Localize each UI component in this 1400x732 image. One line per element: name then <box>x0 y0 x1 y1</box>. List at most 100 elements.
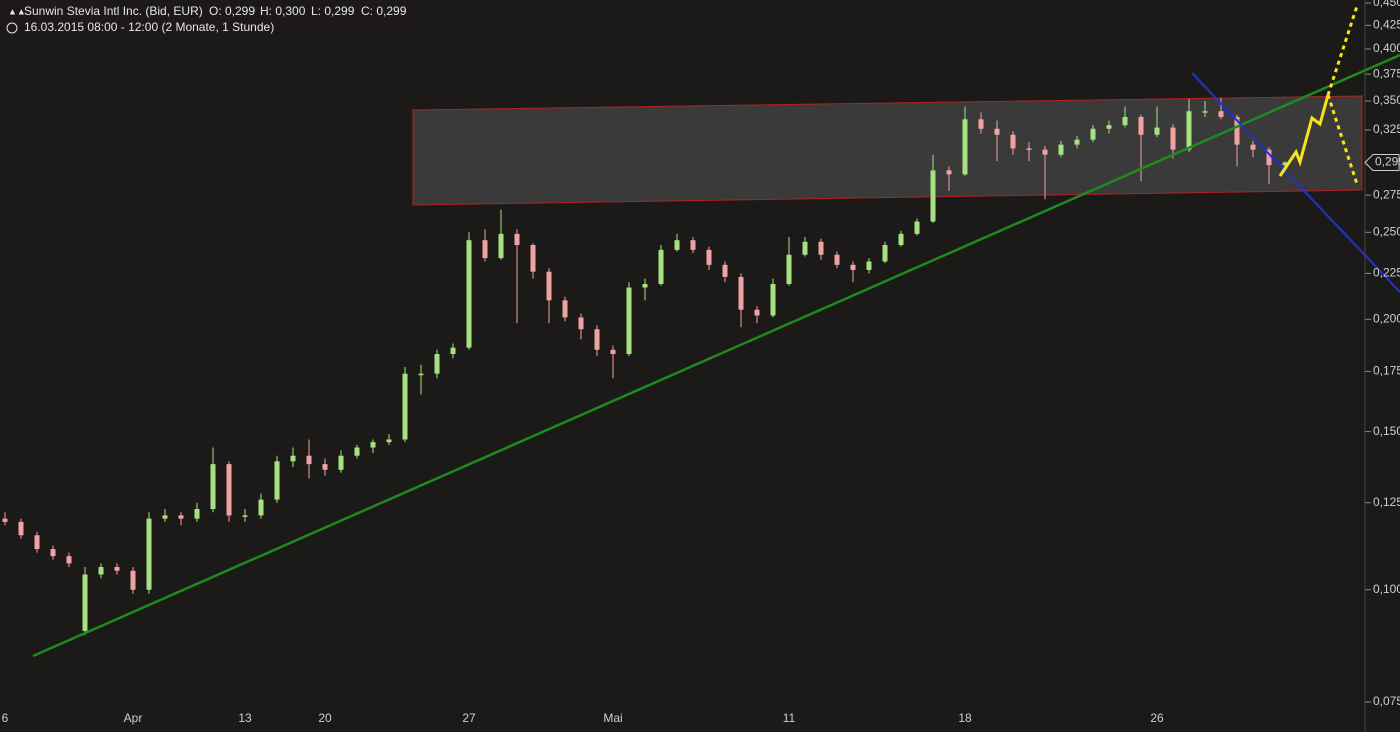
candle-body <box>626 287 632 355</box>
candle-body <box>1202 111 1208 113</box>
candle-body <box>562 300 568 318</box>
candle-body <box>1106 125 1112 129</box>
candle-body <box>354 447 360 456</box>
candle-body <box>146 518 152 590</box>
symbol-icon: ▲▲ <box>8 6 26 16</box>
candle-body <box>1042 149 1048 155</box>
candle-body <box>1186 111 1192 150</box>
y-tick-label: 0,175 <box>1373 364 1400 378</box>
candle-body <box>82 574 88 631</box>
candle-body <box>1218 111 1224 117</box>
candle-body <box>1250 144 1256 150</box>
y-tick-label: 0,200 <box>1373 312 1400 326</box>
candle-body <box>418 373 424 376</box>
candle-body <box>226 464 232 516</box>
trend-line-resistance <box>1191 72 1400 293</box>
y-tick-label: 0,225 <box>1373 266 1400 280</box>
candle-body <box>482 240 488 259</box>
candle-body <box>194 509 200 519</box>
candle-body <box>866 261 872 270</box>
candle-body <box>978 119 984 129</box>
candle-body <box>242 515 248 517</box>
candle-body <box>370 442 376 448</box>
candle-body <box>66 556 72 564</box>
x-tick-label: 13 <box>238 711 252 725</box>
y-tick-label: 0,150 <box>1373 424 1400 438</box>
candle-body <box>34 535 40 550</box>
chart-title: Sunwin Stevia Intl Inc. (Bid, EUR) <box>24 4 203 18</box>
last-price-label: 0,299 <box>1375 155 1400 169</box>
candle-body <box>162 515 168 519</box>
candle-body <box>306 455 312 465</box>
candle-body <box>930 170 936 222</box>
candle-body <box>946 170 952 175</box>
candle-body <box>530 244 536 272</box>
candle-body <box>498 233 504 259</box>
y-tick-label: 0,125 <box>1373 495 1400 509</box>
candle-body <box>818 241 824 255</box>
candle-body <box>834 254 840 265</box>
candle-body <box>914 221 920 234</box>
candle-body <box>50 549 56 557</box>
x-tick-label: 20 <box>318 711 332 725</box>
candle-body <box>610 349 616 355</box>
candle-body <box>1138 116 1144 135</box>
candle-body <box>706 249 712 265</box>
y-tick-label: 0,325 <box>1373 122 1400 136</box>
candle-body <box>1058 144 1064 155</box>
y-tick-label: 0,075 <box>1373 694 1400 708</box>
candle-body <box>386 439 392 443</box>
candles <box>2 97 1288 636</box>
candle-body <box>1090 128 1096 140</box>
y-tick-label: 0,350 <box>1373 93 1400 107</box>
candle-body <box>1282 162 1288 166</box>
candle-body <box>402 373 408 440</box>
candle-body <box>210 464 216 510</box>
x-tick-label: 6 <box>2 711 9 725</box>
candle-body <box>1234 116 1240 145</box>
last-price-tag <box>1364 153 1400 171</box>
candle-body <box>450 347 456 355</box>
candle-body <box>770 283 776 316</box>
trend-line-support <box>32 53 1400 658</box>
candle-body <box>466 240 472 348</box>
clock-icon <box>6 22 18 34</box>
candle-body <box>98 567 104 575</box>
candle-body <box>322 464 328 470</box>
y-tick-label: 0,400 <box>1373 41 1400 55</box>
candle-body <box>850 264 856 270</box>
candle-body <box>802 241 808 255</box>
forecast-path <box>1278 94 1330 177</box>
y-tick-label: 0,450 <box>1373 0 1400 9</box>
candle-body <box>514 233 520 245</box>
candle-body <box>434 354 440 374</box>
quote-low: L: 0,299 <box>311 4 355 18</box>
candle-body <box>578 317 584 330</box>
x-tick-label: 11 <box>783 711 796 725</box>
x-tick-label: Mai <box>603 711 622 725</box>
candle-body <box>18 521 24 536</box>
candle-body <box>1026 148 1032 150</box>
candle-body <box>754 309 760 316</box>
x-tick-label: 18 <box>958 711 972 725</box>
candle-body <box>962 119 968 175</box>
candle-body <box>1074 139 1080 145</box>
candle-body <box>786 254 792 284</box>
y-tick-label: 0,425 <box>1373 17 1400 31</box>
x-tick-label: Apr <box>124 711 143 725</box>
candle-body <box>722 264 728 277</box>
y-tick-label: 0,250 <box>1373 224 1400 238</box>
candle-body <box>674 240 680 250</box>
quote-open: O: 0,299 <box>209 4 255 18</box>
candle-body <box>1010 134 1016 149</box>
candle-body <box>738 276 744 310</box>
candle-body <box>594 329 600 350</box>
candle-body <box>290 455 296 462</box>
y-tick-label: 0,100 <box>1373 582 1400 596</box>
candle-body <box>1154 127 1160 135</box>
candle-body <box>1170 127 1176 150</box>
candle-body <box>338 455 344 470</box>
header: ▲▲ Sunwin Stevia Intl Inc. (Bid, EUR) O:… <box>2 4 414 36</box>
